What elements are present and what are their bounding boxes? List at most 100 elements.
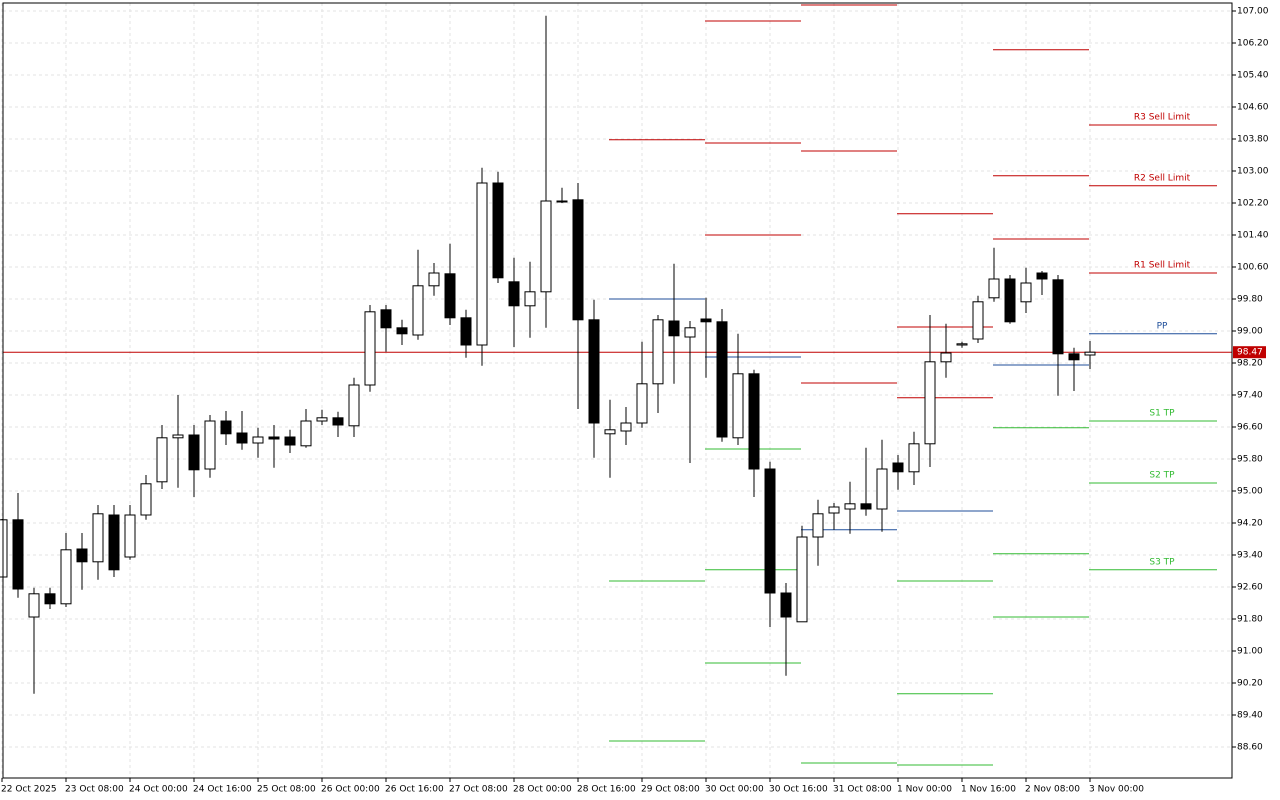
candle-body: [572, 199, 584, 321]
candle-body: [124, 514, 136, 558]
x-tick-label: 2 Nov 08:00: [1025, 785, 1080, 795]
candle-body: [220, 420, 232, 435]
current-price-label: 98.47: [1237, 348, 1263, 358]
candle-body: [924, 361, 936, 445]
y-tick-label: 91.80: [1237, 615, 1263, 625]
candle-body: [748, 373, 760, 470]
candle-body: [892, 462, 904, 473]
candle-body: [828, 506, 840, 514]
candle-body: [668, 320, 680, 337]
y-tick-label: 105.40: [1237, 71, 1269, 81]
y-tick-label: 91.00: [1237, 647, 1263, 657]
y-tick-label: 102.20: [1237, 199, 1269, 209]
candle-body: [156, 437, 168, 483]
x-tick-label: 23 Oct 08:00: [65, 785, 124, 795]
y-tick-label: 99.80: [1237, 295, 1263, 305]
y-tick-label: 107.00: [1237, 7, 1269, 17]
level-label: S1 TP: [1149, 409, 1175, 419]
x-tick-label: 25 Oct 08:00: [257, 785, 316, 795]
x-tick-label: 22 Oct 2025: [1, 785, 57, 795]
y-tick-label: 93.40: [1237, 551, 1263, 561]
y-tick-label: 97.40: [1237, 391, 1263, 401]
candle-body: [76, 548, 88, 563]
level-label: S2 TP: [1149, 471, 1175, 481]
candle-body: [716, 321, 728, 438]
candle-body: [188, 434, 200, 471]
candle-body: [492, 182, 504, 279]
x-tick-label: 24 Oct 16:00: [193, 785, 252, 795]
x-tick-label: 26 Oct 16:00: [385, 785, 444, 795]
candle-body: [172, 434, 184, 439]
candle-body: [284, 436, 296, 446]
x-tick-label: 1 Nov 16:00: [961, 785, 1016, 795]
level-label: R2 Sell Limit: [1134, 173, 1191, 183]
candle-body: [796, 536, 808, 623]
candle-body: [252, 436, 264, 444]
candle-body: [652, 319, 664, 385]
y-tick-label: 88.60: [1237, 743, 1263, 753]
candle-body: [556, 200, 568, 203]
candle-body: [956, 343, 968, 346]
candle-body: [524, 291, 536, 307]
candle-body: [348, 384, 360, 427]
candle-body: [108, 514, 120, 571]
candle-body: [972, 301, 984, 340]
candle-body: [316, 417, 328, 422]
candle-body: [540, 200, 552, 293]
candle-body: [860, 503, 872, 510]
y-tick-label: 90.20: [1237, 679, 1263, 689]
candle-body: [1036, 272, 1048, 280]
candle-body: [780, 592, 792, 618]
y-tick-label: 96.60: [1237, 423, 1263, 433]
level-label: PP: [1157, 321, 1168, 331]
y-tick-label: 94.20: [1237, 519, 1263, 529]
candle-body: [508, 281, 520, 307]
x-tick-label: 30 Oct 16:00: [769, 785, 828, 795]
level-label: R3 Sell Limit: [1134, 113, 1191, 123]
y-tick-label: 103.80: [1237, 135, 1269, 145]
candle-body: [604, 429, 616, 435]
candle-body: [300, 420, 312, 447]
y-tick-label: 103.00: [1237, 167, 1269, 177]
y-tick-label: 89.40: [1237, 711, 1263, 721]
x-tick-label: 29 Oct 08:00: [641, 785, 700, 795]
candle-body: [812, 513, 824, 538]
plot-frame: [2, 2, 1233, 779]
y-tick-label: 100.60: [1237, 263, 1269, 273]
candle-body: [988, 278, 1000, 299]
y-tick-label: 98.20: [1237, 359, 1263, 369]
x-tick-label: 27 Oct 08:00: [449, 785, 508, 795]
candle-body: [60, 549, 72, 605]
candle-body: [444, 273, 456, 319]
candle-body: [844, 503, 856, 510]
candle-body: [636, 383, 648, 424]
y-tick-label: 99.00: [1237, 327, 1263, 337]
candle-body: [364, 311, 376, 386]
x-tick-label: 26 Oct 00:00: [321, 785, 380, 795]
y-tick-label: 92.60: [1237, 583, 1263, 593]
x-tick-label: 3 Nov 00:00: [1089, 785, 1144, 795]
candle-body: [140, 483, 152, 516]
y-tick-label: 104.60: [1237, 103, 1269, 113]
candle-body: [764, 468, 776, 594]
candle-body: [732, 373, 744, 439]
x-tick-label: 30 Oct 00:00: [705, 785, 764, 795]
candle-body: [588, 319, 600, 424]
candle-body: [12, 519, 24, 590]
candle-body: [1084, 351, 1096, 356]
candle-body: [204, 420, 216, 470]
candle-body: [332, 417, 344, 426]
candle-body: [236, 432, 248, 444]
candle-body: [1052, 279, 1064, 355]
candle-body: [684, 327, 696, 338]
candle-body: [1020, 282, 1032, 303]
x-tick-label: 24 Oct 00:00: [129, 785, 188, 795]
y-tick-label: 95.80: [1237, 455, 1263, 465]
candle-body: [396, 327, 408, 335]
current-price-tag: [1233, 346, 1266, 359]
candle-body: [876, 468, 888, 510]
candle-body: [380, 309, 392, 329]
candle-body: [1004, 278, 1016, 323]
candle-body: [28, 593, 40, 618]
